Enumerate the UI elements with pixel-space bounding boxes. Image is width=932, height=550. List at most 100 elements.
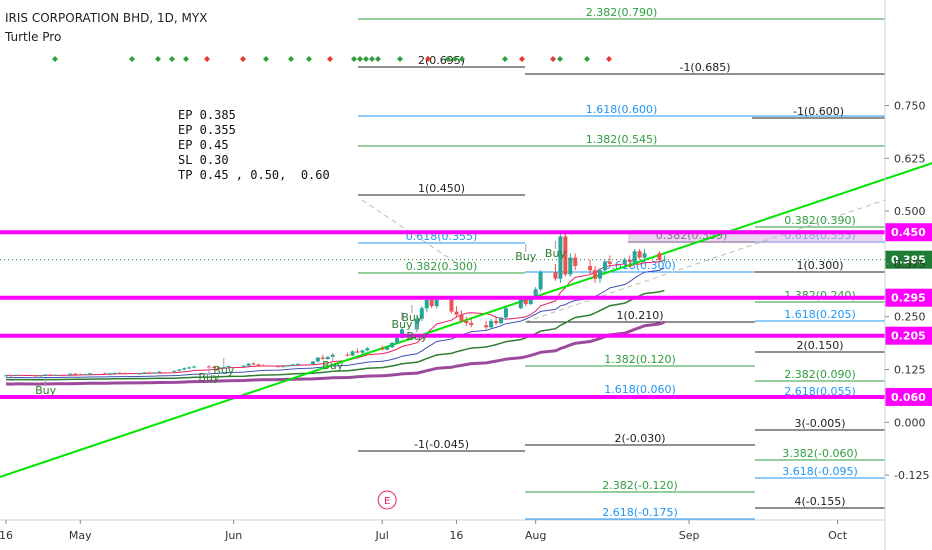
candle-body xyxy=(395,337,400,343)
earnings-label: E xyxy=(384,496,390,507)
signal-dot xyxy=(584,56,590,62)
candle-body xyxy=(83,374,88,376)
candle-body xyxy=(261,365,266,367)
candle-body xyxy=(657,253,662,260)
candle-body xyxy=(107,373,112,375)
fib-level-label: 2(-0.030) xyxy=(614,432,665,445)
candle-body xyxy=(251,363,256,365)
candle-body xyxy=(8,375,13,377)
note-entry-2: EP 0.355 xyxy=(178,123,236,137)
earnings-circle xyxy=(377,490,397,510)
fib-level-label: 2.382(0.790) xyxy=(586,6,658,19)
y-tick-label: 0.375 xyxy=(894,258,926,271)
fib-level-label: -1(0.685) xyxy=(679,61,730,74)
current-price-label: 0.385 xyxy=(891,254,926,267)
candle-body xyxy=(296,364,301,366)
candle-body xyxy=(523,297,528,305)
candle-body xyxy=(320,357,325,359)
level-price-label: 0.060 xyxy=(891,391,926,404)
candle-body xyxy=(563,236,568,275)
fib-level-label: -1(0.600) xyxy=(793,105,844,118)
fib-level-label: 1(0.300) xyxy=(796,259,843,272)
candle-body xyxy=(246,363,251,366)
candle-body xyxy=(533,289,538,298)
candle-body xyxy=(281,366,286,368)
fib-level-label: 2.618(-0.175) xyxy=(602,506,678,519)
candle-body xyxy=(573,257,578,267)
fib-level-label: 1(0.210) xyxy=(616,309,663,322)
candle-body xyxy=(256,364,261,366)
indicator-name[interactable]: Turtle Pro xyxy=(5,30,62,44)
signal-dot xyxy=(204,56,210,62)
candle-body xyxy=(68,373,73,375)
fib-level-label: 2.382(-0.120) xyxy=(602,479,678,492)
signal-dot xyxy=(445,56,451,62)
fib-level-label: 1.618(0.205) xyxy=(784,308,856,321)
candle-body xyxy=(637,251,642,258)
fib-level-label: 1.382(0.545) xyxy=(586,133,658,146)
candle-body xyxy=(157,371,162,373)
signal-dot xyxy=(502,56,508,62)
candle-body xyxy=(528,297,533,305)
candle-body xyxy=(325,356,330,359)
signal-dot xyxy=(557,56,563,62)
candle-body xyxy=(182,368,187,370)
signal-dot xyxy=(369,56,375,62)
candle-body xyxy=(226,366,231,368)
candle-body xyxy=(33,375,38,377)
candle-body xyxy=(602,261,607,271)
candle-body xyxy=(73,373,78,375)
candle-body xyxy=(216,367,221,369)
candle-body xyxy=(484,325,489,328)
fib-level-label: -1(-0.045) xyxy=(414,438,469,451)
candle-body xyxy=(177,369,182,371)
signal-dot xyxy=(425,56,431,62)
candle-body xyxy=(365,348,370,351)
candle-body xyxy=(434,299,439,307)
x-tick-label: Jul xyxy=(375,529,389,542)
level-price-label: 0.205 xyxy=(891,330,926,343)
candle-body xyxy=(558,236,563,279)
buy-signal-label: Buy xyxy=(322,359,344,372)
y-tick-label: -0.125 xyxy=(894,469,929,482)
signal-dot xyxy=(263,56,269,62)
signal-dot xyxy=(606,56,612,62)
candle-body xyxy=(355,351,360,353)
candle-body xyxy=(48,374,53,376)
buy-signal-label: Buy xyxy=(213,364,235,377)
note-take-profit: TP 0.45 , 0.50, 0.60 xyxy=(178,168,330,182)
candle-body xyxy=(593,270,598,279)
fib-level-label: 3.618(-0.095) xyxy=(782,465,858,478)
candle-body xyxy=(221,366,226,368)
candle-body xyxy=(598,270,602,279)
candle-body xyxy=(503,308,508,318)
candle-body xyxy=(291,364,296,366)
x-tick-label: 16 xyxy=(0,529,13,542)
ma-35 xyxy=(5,289,665,381)
level-price-tag xyxy=(885,326,932,345)
candle-body xyxy=(152,372,157,374)
candle-body xyxy=(454,311,459,315)
candle-body xyxy=(18,374,23,376)
projection-line xyxy=(524,199,886,323)
fib-level-label: 2(0.150) xyxy=(796,339,843,352)
signal-dot xyxy=(327,56,333,62)
x-tick-label: May xyxy=(69,529,92,542)
buy-signal-label: Buy xyxy=(406,330,428,343)
candle-body xyxy=(345,354,350,356)
candle-body xyxy=(211,366,216,368)
candle-body xyxy=(192,366,197,368)
signal-dot xyxy=(397,56,403,62)
candle-body xyxy=(103,373,107,375)
earnings-marker[interactable]: E xyxy=(377,490,397,510)
buy-signal-label: Buy xyxy=(198,371,220,384)
candle-body xyxy=(172,370,177,372)
fibonacci-levels: 2.382(0.790) 2(0.695) -1(0.685) 1.618(0.600… xyxy=(0,6,886,520)
fib-level-label: 4(-0.155) xyxy=(794,495,845,508)
candle-body xyxy=(518,297,523,309)
candlestick-series xyxy=(4,232,667,377)
candle-body xyxy=(499,317,503,324)
buy-signal-label: Buy xyxy=(545,247,567,260)
y-tick-label: 0.750 xyxy=(894,100,926,113)
